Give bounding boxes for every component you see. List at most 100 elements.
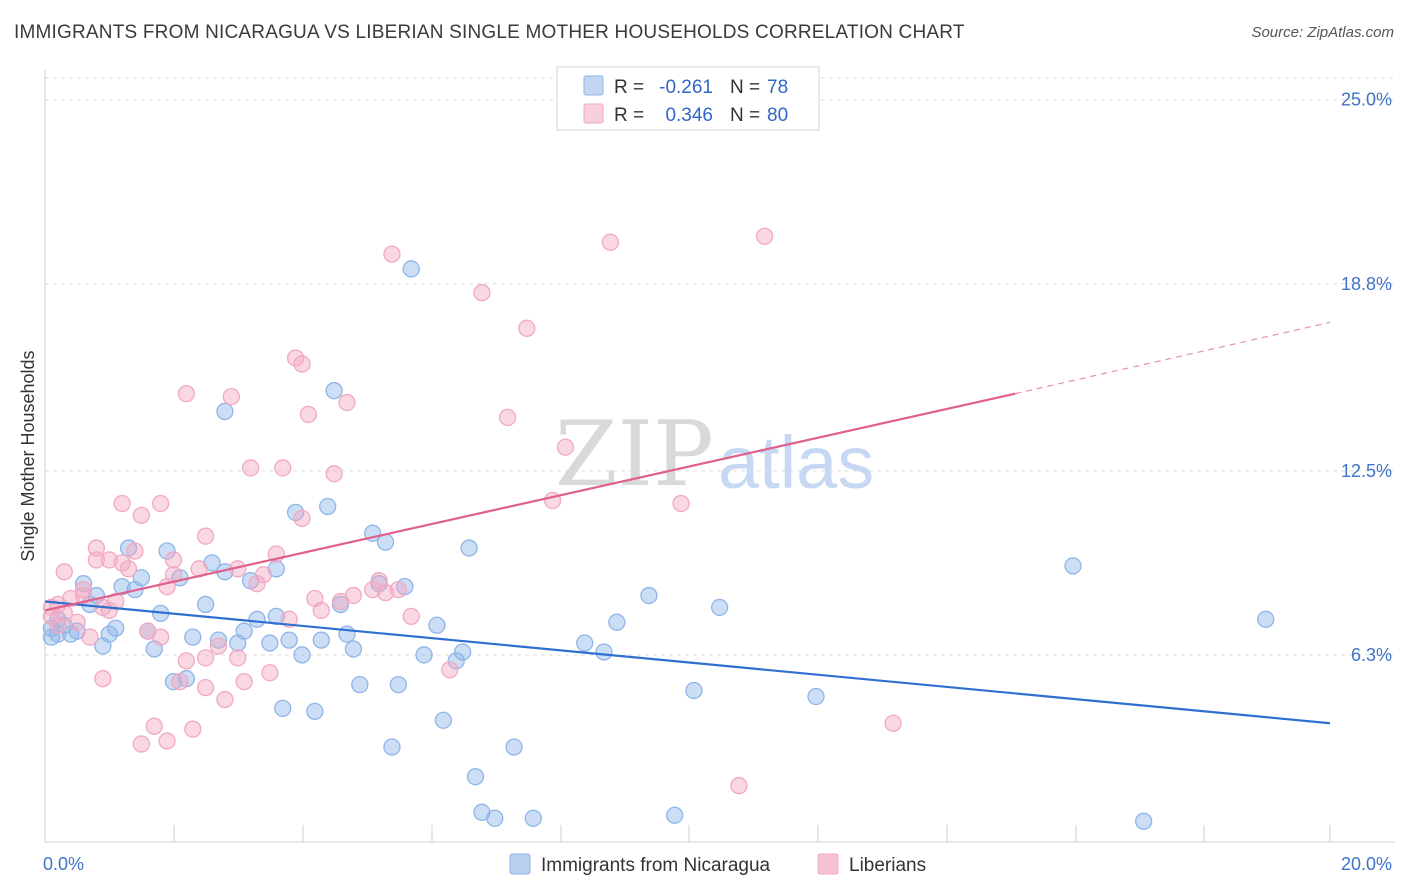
data-point [280,631,298,649]
data-point [274,699,292,718]
data-point [576,634,594,652]
data-point [672,494,690,513]
legend-n-label: N = [730,105,760,126]
data-point [1135,812,1153,830]
data-point [196,678,215,697]
data-point [49,616,67,634]
data-point [415,646,433,664]
data-point [293,355,311,373]
data-point [209,637,228,655]
data-point [119,560,138,578]
data-point [261,664,279,682]
y-tick-label: 18.8% [1341,274,1392,294]
legend-r-label: R = [614,77,644,98]
tick-labels: 6.3% 12.5% 18.8% 25.0% 0.0% 20.0% [43,90,1392,874]
watermark-atlas: atlas [718,421,874,504]
data-point [107,619,125,637]
data-point [325,382,343,400]
data-point [730,776,748,795]
data-point [196,527,215,545]
trend-line [44,392,1016,612]
x-tick-label: 0.0% [43,854,84,874]
data-point [164,673,183,691]
data-point [884,714,902,732]
data-point [158,542,176,560]
data-point [518,319,536,337]
data-point [248,610,266,628]
data-point [383,738,401,756]
data-point [460,539,478,557]
data-point [441,661,459,679]
data-point [274,459,292,477]
legend-swatch [583,103,604,124]
data-point [364,580,382,599]
data-point [434,711,453,729]
data-point [196,595,215,614]
y-tick-label: 25.0% [1341,90,1392,110]
data-point [74,575,93,593]
x-tick-label: 20.0% [1341,854,1392,874]
legend-r-value: 0.346 [665,105,713,126]
trend-lines [44,321,1331,725]
legend-r-label: R = [614,105,644,126]
data-point [383,245,401,263]
data-point [68,613,86,631]
grid-lines [45,77,1395,656]
data-point [113,494,131,513]
series-liberians-points [42,227,902,795]
y-axis-label: Single Mother Households [18,350,38,561]
data-point [299,405,318,424]
legend-n-value: 78 [767,77,788,98]
watermark: ZIP atlas [555,402,874,507]
data-point [100,601,118,620]
legend: R = -0.261 N = 78 R = 0.346 N = 80 [556,66,820,131]
series-nicaragua-points [42,260,1275,830]
data-point [229,649,247,667]
data-point [601,233,620,251]
data-point [312,601,330,620]
trend-line-extension [1015,321,1331,395]
data-point [222,387,240,406]
bottom-legend-swatch [817,853,839,875]
axes [44,70,1395,843]
legend-n-value: 80 [767,105,788,126]
data-point [132,569,151,587]
data-point [556,438,575,456]
data-point [151,628,170,646]
data-point [293,509,311,528]
data-point [177,384,196,403]
data-point [235,622,253,640]
data-point [389,675,408,694]
data-point [261,634,279,652]
data-point [344,586,363,605]
bottom-legend-swatch [509,853,531,875]
data-point [319,497,337,516]
y-axis-label-group: Single Mother Households [18,350,38,561]
data-point [312,631,330,649]
chart-title: IMMIGRANTS FROM NICARAGUA VS LIBERIAN SI… [14,22,965,43]
data-point [100,625,118,643]
data-point [389,580,408,599]
data-point [710,598,729,617]
data-point [608,613,626,631]
bottom-legend-label: Immigrants from Nicaragua [541,855,771,876]
data-point [151,494,170,513]
data-point [453,643,472,661]
data-point [74,580,93,599]
data-point [486,809,504,827]
data-point [254,566,273,584]
data-point [196,649,215,667]
data-point [428,616,446,634]
data-point [755,227,774,245]
data-point [113,554,131,572]
data-point [100,551,118,569]
data-point [113,577,131,596]
data-point [306,702,324,721]
data-point [158,732,176,750]
data-point [126,542,144,560]
data-point [145,717,163,735]
legend-n-label: N = [730,77,760,98]
data-point [184,628,202,646]
bottom-legend-label: Liberians [849,855,926,876]
